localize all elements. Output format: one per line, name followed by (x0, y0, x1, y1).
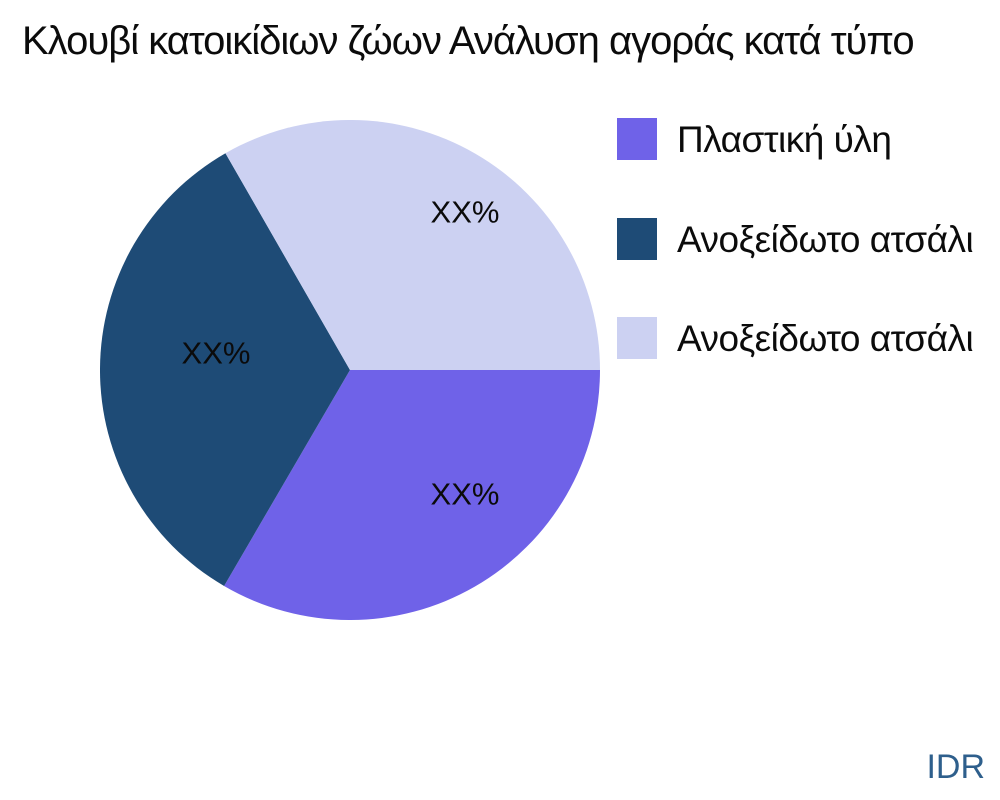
legend-label: Ανοξείδωτο ατσάλι (677, 218, 974, 260)
legend-item-plastic: Πλαστική ύλη (617, 118, 892, 160)
slice-percentage-label-steel-2: XX% (430, 194, 500, 230)
slice-percentage-label-plastic: XX% (430, 476, 500, 512)
pie-chart (100, 120, 600, 620)
pie-area: XX% XX% XX% (100, 120, 600, 620)
pie-slice (225, 120, 600, 370)
legend-swatch-icon (617, 218, 657, 260)
pie-slice (100, 153, 350, 586)
slice-percentage-label-steel-1: XX% (181, 335, 251, 371)
chart-title: Κλουβί κατοικίδιων ζώων Ανάλυση αγοράς κ… (22, 19, 915, 63)
legend-swatch-icon (617, 317, 657, 359)
legend-item-steel-2: Ανοξείδωτο ατσάλι (617, 317, 974, 359)
watermark-logo: IDR (926, 748, 985, 786)
legend-item-steel-1: Ανοξείδωτο ατσάλι (617, 218, 974, 260)
legend-label: Πλαστική ύλη (677, 118, 892, 160)
legend-label: Ανοξείδωτο ατσάλι (677, 317, 974, 359)
legend: Πλαστική ύλη Ανοξείδωτο ατσάλι Ανοξείδωτ… (617, 118, 1000, 378)
pie-slice (224, 370, 600, 620)
legend-swatch-icon (617, 118, 657, 160)
